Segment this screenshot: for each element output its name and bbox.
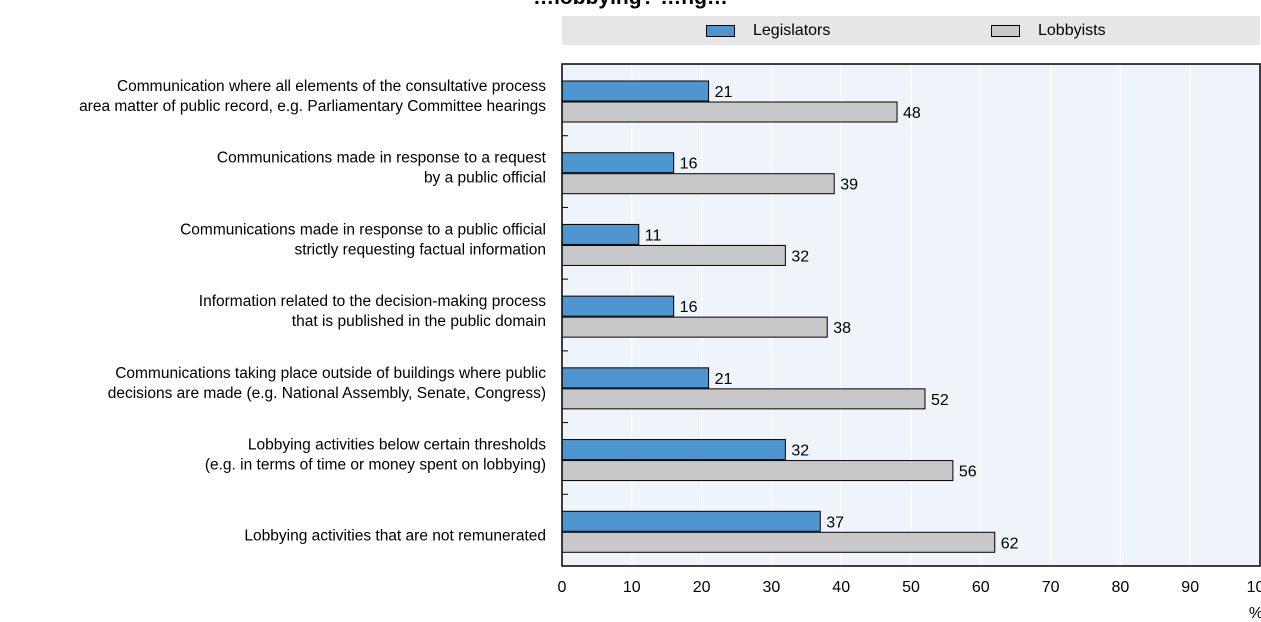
bar-legislators-3	[561, 295, 675, 317]
value-label-lobbyists-6: 62	[1001, 535, 1019, 552]
x-tick-label-4: 40	[832, 579, 850, 596]
category-label-0-0: Communication where all elements of the …	[117, 78, 546, 95]
value-label-legislators-2: 11	[645, 227, 662, 244]
category-label-1-0: Communications made in response to a req…	[217, 150, 547, 167]
value-label-legislators-0: 21	[715, 84, 733, 101]
x-tick-label-5: 50	[902, 579, 920, 596]
category-label-0-1: area matter of public record, e.g. Parli…	[79, 98, 546, 115]
value-label-lobbyists-0: 48	[903, 105, 921, 122]
x-tick-label-10: 100	[1247, 579, 1261, 596]
legend: Legislators Lobbyists	[562, 16, 1260, 45]
legend-item-legislators: Legislators	[706, 16, 830, 45]
x-tick-label-0: 0	[558, 579, 567, 596]
bar-legislators-6	[561, 510, 821, 532]
value-label-lobbyists-5: 56	[959, 464, 977, 481]
bar-lobbyists-3	[561, 316, 828, 338]
legend-swatch-lobbyists	[991, 24, 1020, 37]
category-label-6-0: Lobbying activities that are not remuner…	[244, 527, 546, 544]
x-tick-label-2: 20	[693, 579, 711, 596]
category-label-3-0: Information related to the decision-maki…	[199, 293, 546, 310]
value-label-lobbyists-2: 32	[791, 248, 809, 265]
bar-lobbyists-4	[561, 388, 926, 410]
bar-lobbyists-0	[561, 101, 898, 123]
x-tick-label-7: 70	[1042, 579, 1060, 596]
chart-title: …lobbying? …ng…	[0, 0, 1261, 10]
value-label-legislators-4: 21	[715, 371, 733, 388]
legend-label-legislators: Legislators	[753, 21, 831, 39]
x-tick-label-3: 30	[763, 579, 781, 596]
bar-legislators-4	[561, 367, 710, 389]
bar-legislators-1	[561, 152, 675, 174]
value-label-lobbyists-4: 52	[931, 392, 949, 409]
category-label-4-0: Communications taking place outside of b…	[115, 365, 546, 382]
value-label-legislators-3: 16	[680, 299, 698, 316]
value-label-lobbyists-1: 39	[840, 177, 858, 194]
legend-swatch-legislators	[706, 24, 735, 37]
x-axis-unit: %	[1249, 605, 1261, 622]
bar-legislators-2	[561, 223, 640, 245]
x-tick-label-8: 80	[1112, 579, 1130, 596]
category-label-4-1: decisions are made (e.g. National Assemb…	[108, 385, 546, 402]
category-label-5-0: Lobbying activities below certain thresh…	[248, 437, 546, 454]
x-tick-label-1: 10	[623, 579, 641, 596]
legend-label-lobbyists: Lobbyists	[1038, 21, 1106, 39]
bar-lobbyists-2	[561, 244, 786, 266]
value-label-lobbyists-3: 38	[833, 320, 851, 337]
bar-lobbyists-6	[561, 531, 996, 553]
bar-lobbyists-1	[561, 173, 835, 195]
value-label-legislators-1: 16	[680, 156, 698, 173]
x-tick-label-9: 90	[1181, 579, 1199, 596]
bar-legislators-0	[561, 80, 710, 102]
category-label-1-1: by a public official	[424, 170, 546, 187]
x-tick-label-6: 60	[972, 579, 990, 596]
category-label-2-1: strictly requesting factual information	[294, 241, 546, 258]
value-label-legislators-6: 37	[826, 514, 844, 531]
value-label-legislators-5: 32	[791, 443, 809, 460]
plot-frame	[561, 63, 1261, 567]
category-label-5-1: (e.g. in terms of time or money spent on…	[205, 457, 546, 474]
bar-legislators-5	[561, 439, 786, 461]
bar-lobbyists-5	[561, 460, 954, 482]
chart-title-clip: …lobbying? …ng…	[0, 0, 1261, 10]
category-label-3-1: that is published in the public domain	[292, 313, 546, 330]
category-label-2-0: Communications made in response to a pub…	[180, 221, 546, 238]
legend-item-lobbyists: Lobbyists	[991, 16, 1106, 45]
